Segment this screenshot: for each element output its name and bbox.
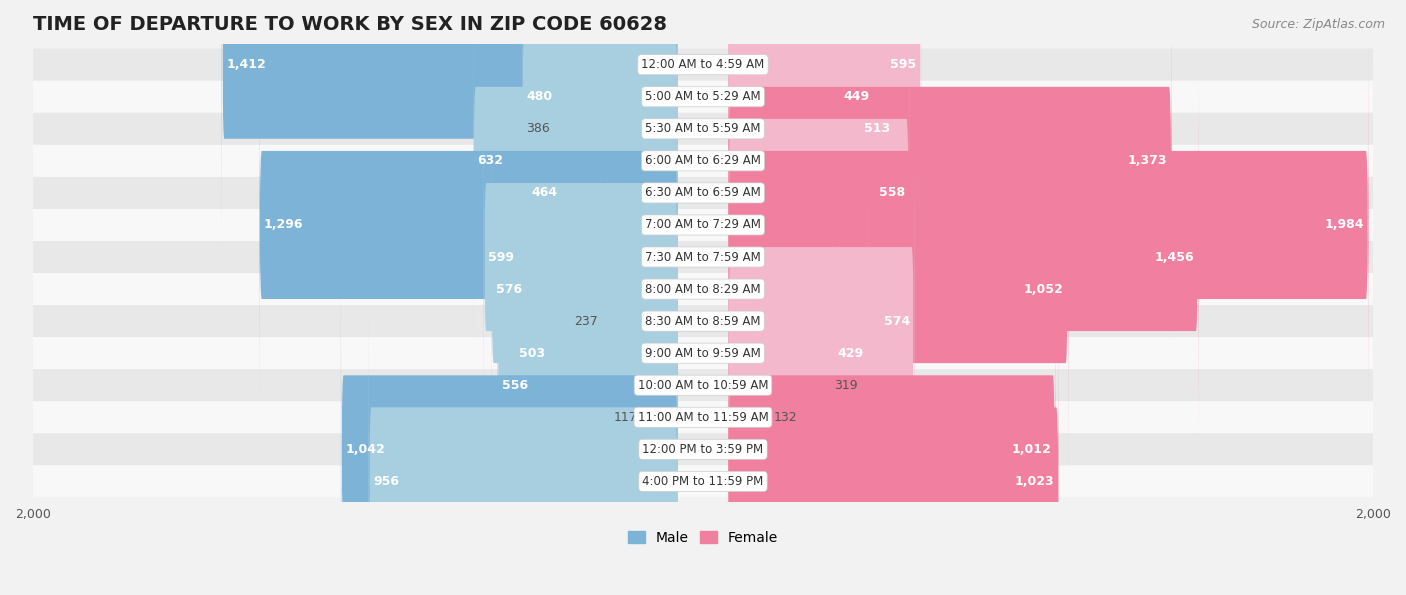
FancyBboxPatch shape (638, 235, 678, 595)
Text: 556: 556 (502, 379, 529, 392)
Text: 132: 132 (773, 411, 797, 424)
Text: 429: 429 (837, 347, 863, 360)
FancyBboxPatch shape (32, 177, 1374, 209)
FancyBboxPatch shape (728, 11, 910, 375)
FancyBboxPatch shape (32, 305, 1374, 337)
Text: 12:00 PM to 3:59 PM: 12:00 PM to 3:59 PM (643, 443, 763, 456)
Text: 12:00 AM to 4:59 AM: 12:00 AM to 4:59 AM (641, 58, 765, 71)
FancyBboxPatch shape (32, 401, 1374, 433)
Text: 1,456: 1,456 (1154, 250, 1194, 264)
Text: 1,023: 1,023 (1015, 475, 1054, 488)
FancyBboxPatch shape (527, 11, 678, 375)
Text: 480: 480 (526, 90, 553, 104)
Text: 5:00 AM to 5:29 AM: 5:00 AM to 5:29 AM (645, 90, 761, 104)
FancyBboxPatch shape (728, 235, 772, 595)
FancyBboxPatch shape (728, 299, 1059, 595)
FancyBboxPatch shape (728, 74, 1198, 439)
Text: TIME OF DEPARTURE TO WORK BY SEX IN ZIP CODE 60628: TIME OF DEPARTURE TO WORK BY SEX IN ZIP … (32, 15, 666, 34)
Text: 503: 503 (519, 347, 546, 360)
FancyBboxPatch shape (222, 0, 678, 247)
Text: 6:00 AM to 6:29 AM: 6:00 AM to 6:29 AM (645, 154, 761, 167)
Text: 599: 599 (488, 250, 515, 264)
FancyBboxPatch shape (32, 465, 1374, 497)
Text: 7:30 AM to 7:59 AM: 7:30 AM to 7:59 AM (645, 250, 761, 264)
FancyBboxPatch shape (728, 0, 894, 311)
Text: 574: 574 (883, 315, 910, 328)
FancyBboxPatch shape (32, 273, 1374, 305)
FancyBboxPatch shape (32, 433, 1374, 465)
Text: 449: 449 (844, 90, 869, 104)
FancyBboxPatch shape (32, 81, 1374, 113)
FancyBboxPatch shape (32, 369, 1374, 401)
Legend: Male, Female: Male, Female (623, 525, 783, 550)
FancyBboxPatch shape (491, 107, 678, 471)
FancyBboxPatch shape (32, 337, 1374, 369)
FancyBboxPatch shape (32, 241, 1374, 273)
Text: 1,042: 1,042 (346, 443, 385, 456)
FancyBboxPatch shape (728, 139, 914, 503)
FancyBboxPatch shape (728, 0, 875, 279)
Text: 595: 595 (890, 58, 917, 71)
Text: 9:00 AM to 9:59 AM: 9:00 AM to 9:59 AM (645, 347, 761, 360)
FancyBboxPatch shape (32, 113, 1374, 145)
Text: 8:30 AM to 8:59 AM: 8:30 AM to 8:59 AM (645, 315, 761, 328)
Text: 7:00 AM to 7:29 AM: 7:00 AM to 7:29 AM (645, 218, 761, 231)
Text: 1,984: 1,984 (1324, 218, 1364, 231)
Text: 319: 319 (834, 379, 858, 392)
Text: 632: 632 (478, 154, 503, 167)
Text: 8:00 AM to 8:29 AM: 8:00 AM to 8:29 AM (645, 283, 761, 296)
Text: Source: ZipAtlas.com: Source: ZipAtlas.com (1251, 18, 1385, 31)
Text: 386: 386 (527, 123, 550, 135)
Text: 6:30 AM to 6:59 AM: 6:30 AM to 6:59 AM (645, 186, 761, 199)
FancyBboxPatch shape (340, 267, 678, 595)
FancyBboxPatch shape (600, 139, 678, 503)
FancyBboxPatch shape (32, 49, 1374, 81)
FancyBboxPatch shape (728, 43, 1368, 408)
Text: 1,052: 1,052 (1024, 283, 1064, 296)
FancyBboxPatch shape (515, 171, 678, 536)
FancyBboxPatch shape (259, 43, 678, 408)
Text: 1,296: 1,296 (263, 218, 304, 231)
FancyBboxPatch shape (728, 0, 921, 247)
Text: 576: 576 (495, 283, 522, 296)
Text: 237: 237 (575, 315, 599, 328)
FancyBboxPatch shape (728, 267, 1056, 595)
FancyBboxPatch shape (728, 203, 832, 568)
FancyBboxPatch shape (32, 145, 1374, 177)
FancyBboxPatch shape (32, 209, 1374, 241)
FancyBboxPatch shape (728, 0, 1171, 343)
FancyBboxPatch shape (368, 299, 678, 595)
FancyBboxPatch shape (522, 0, 678, 279)
Text: 10:00 AM to 10:59 AM: 10:00 AM to 10:59 AM (638, 379, 768, 392)
Text: 4:00 PM to 11:59 PM: 4:00 PM to 11:59 PM (643, 475, 763, 488)
FancyBboxPatch shape (484, 74, 678, 439)
Text: 117: 117 (613, 411, 637, 424)
Text: 1,373: 1,373 (1128, 154, 1167, 167)
Text: 558: 558 (879, 186, 904, 199)
FancyBboxPatch shape (472, 0, 678, 343)
FancyBboxPatch shape (498, 203, 678, 568)
FancyBboxPatch shape (553, 0, 678, 311)
Text: 464: 464 (531, 186, 558, 199)
FancyBboxPatch shape (728, 107, 1069, 471)
Text: 956: 956 (373, 475, 399, 488)
Text: 1,412: 1,412 (226, 58, 266, 71)
Text: 11:00 AM to 11:59 AM: 11:00 AM to 11:59 AM (638, 411, 768, 424)
Text: 5:30 AM to 5:59 AM: 5:30 AM to 5:59 AM (645, 123, 761, 135)
Text: 513: 513 (865, 123, 890, 135)
FancyBboxPatch shape (728, 171, 868, 536)
Text: 1,012: 1,012 (1011, 443, 1050, 456)
